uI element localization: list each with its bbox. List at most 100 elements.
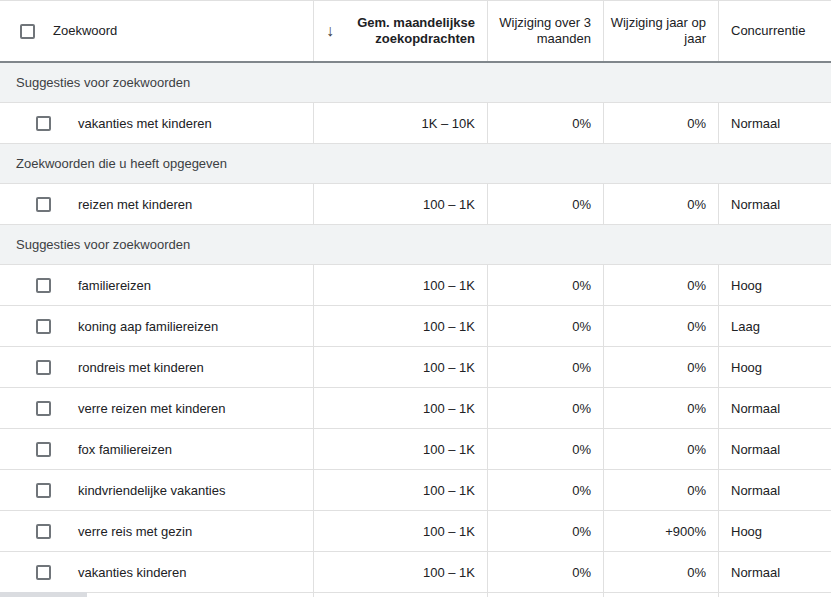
avg-monthly-searches-cell: 1K – 10K: [313, 103, 487, 143]
keyword-text: familiereizen: [78, 278, 151, 293]
keyword-cell: fox familiereizen: [0, 429, 313, 469]
avg-monthly-searches-cell: 100 – 1K: [313, 388, 487, 428]
three-month-change-cell: 0%: [487, 306, 603, 346]
keyword-row: verre reis met gezin 100 – 1K 0% +900% H…: [0, 511, 831, 552]
keyword-row: vakanties met kinderen 1K – 10K 0% 0% No…: [0, 103, 831, 144]
keyword-cell: reizen met kinderen: [0, 184, 313, 224]
keyword-row: verre reizen met kinderen 100 – 1K 0% 0%…: [0, 388, 831, 429]
yoy-change-cell: 0%: [603, 184, 718, 224]
row-checkbox[interactable]: [36, 360, 51, 375]
competition-cell: Hoog: [718, 347, 831, 387]
column-header-yoy-label: Wijziging jaar op jaar: [610, 15, 706, 47]
column-header-keyword[interactable]: Zoekwoord: [0, 1, 313, 61]
three-month-change-cell: 0%: [487, 470, 603, 510]
yoy-change-cell: 0%: [603, 552, 718, 592]
column-header-competition[interactable]: Concurrentie: [718, 1, 831, 61]
row-checkbox[interactable]: [36, 319, 51, 334]
select-all-checkbox[interactable]: [20, 24, 35, 39]
empty-cell: [487, 593, 603, 597]
avg-monthly-searches-cell: 100 – 1K: [313, 552, 487, 592]
three-month-change-cell: 0%: [487, 388, 603, 428]
section-header-row: Suggesties voor zoekwoorden: [0, 225, 831, 265]
keyword-cell: kindvriendelijke vakanties: [0, 470, 313, 510]
row-checkbox[interactable]: [36, 565, 51, 580]
avg-monthly-searches-cell: 100 – 1K: [313, 470, 487, 510]
competition-cell: Laag: [718, 306, 831, 346]
avg-monthly-searches-cell: 100 – 1K: [313, 265, 487, 305]
avg-monthly-searches-cell: 100 – 1K: [313, 347, 487, 387]
competition-cell: Normaal: [718, 470, 831, 510]
empty-cell: [313, 593, 487, 597]
column-header-avg-monthly-searches[interactable]: ↓ Gem. maandelijkse zoekopdrachten: [313, 1, 487, 61]
table-header-row: Zoekwoord ↓ Gem. maandelijkse zoekopdrac…: [0, 1, 831, 63]
three-month-change-cell: 0%: [487, 511, 603, 551]
keyword-row: fox familiereizen 100 – 1K 0% 0% Normaal: [0, 429, 831, 470]
section-label: Suggesties voor zoekwoorden: [16, 75, 190, 90]
yoy-change-cell: 0%: [603, 429, 718, 469]
empty-cell: [603, 593, 718, 597]
keyword-cell: vakanties met kinderen: [0, 103, 313, 143]
keyword-cell: verre reizen met kinderen: [0, 388, 313, 428]
avg-monthly-searches-cell: 100 – 1K: [313, 184, 487, 224]
keyword-text: verre reizen met kinderen: [78, 401, 225, 416]
keyword-text: rondreis met kinderen: [78, 360, 204, 375]
three-month-change-cell: 0%: [487, 103, 603, 143]
column-header-yoy-change[interactable]: Wijziging jaar op jaar: [603, 1, 718, 61]
keyword-text: fox familiereizen: [78, 442, 172, 457]
competition-cell: Normaal: [718, 184, 831, 224]
yoy-change-cell: 0%: [603, 470, 718, 510]
competition-cell: Hoog: [718, 265, 831, 305]
row-checkbox[interactable]: [36, 401, 51, 416]
column-header-three-month-change[interactable]: Wijziging over 3 maanden: [487, 1, 603, 61]
keyword-row: koning aap familiereizen 100 – 1K 0% 0% …: [0, 306, 831, 347]
three-month-change-cell: 0%: [487, 184, 603, 224]
keyword-text: kindvriendelijke vakanties: [78, 483, 225, 498]
keyword-row: familiereizen 100 – 1K 0% 0% Hoog: [0, 265, 831, 306]
keyword-row: reizen met kinderen 100 – 1K 0% 0% Norma…: [0, 184, 831, 225]
three-month-change-cell: 0%: [487, 265, 603, 305]
keyword-text: koning aap familiereizen: [78, 319, 218, 334]
row-checkbox[interactable]: [36, 278, 51, 293]
keyword-cell: koning aap familiereizen: [0, 306, 313, 346]
yoy-change-cell: 0%: [603, 103, 718, 143]
row-checkbox[interactable]: [36, 442, 51, 457]
sort-descending-icon[interactable]: ↓: [326, 23, 334, 39]
partial-next-row: [0, 593, 831, 597]
keyword-cell: rondreis met kinderen: [0, 347, 313, 387]
competition-cell: Normaal: [718, 429, 831, 469]
keyword-row: vakanties kinderen 100 – 1K 0% 0% Normaa…: [0, 552, 831, 593]
three-month-change-cell: 0%: [487, 347, 603, 387]
three-month-change-cell: 0%: [487, 552, 603, 592]
keyword-row: kindvriendelijke vakanties 100 – 1K 0% 0…: [0, 470, 831, 511]
yoy-change-cell: +900%: [603, 511, 718, 551]
section-label: Suggesties voor zoekwoorden: [16, 237, 190, 252]
row-checkbox[interactable]: [36, 197, 51, 212]
keyword-cell: verre reis met gezin: [0, 511, 313, 551]
yoy-change-cell: 0%: [603, 347, 718, 387]
competition-cell: Normaal: [718, 103, 831, 143]
three-month-change-cell: 0%: [487, 429, 603, 469]
section-header-row: Suggesties voor zoekwoorden: [0, 63, 831, 103]
keyword-text: vakanties met kinderen: [78, 116, 212, 131]
row-checkbox[interactable]: [36, 116, 51, 131]
keyword-text: reizen met kinderen: [78, 197, 192, 212]
keyword-cell: vakanties kinderen: [0, 552, 313, 592]
avg-monthly-searches-cell: 100 – 1K: [313, 511, 487, 551]
column-header-three-month-label: Wijziging over 3 maanden: [494, 15, 591, 47]
keyword-text: verre reis met gezin: [78, 524, 192, 539]
column-header-competition-label: Concurrentie: [731, 23, 805, 39]
horizontal-scrollbar-thumb[interactable]: [0, 592, 87, 597]
column-header-keyword-label: Zoekwoord: [53, 23, 117, 39]
section-label: Zoekwoorden die u heeft opgegeven: [16, 156, 227, 171]
competition-cell: Normaal: [718, 388, 831, 428]
competition-cell: Normaal: [718, 552, 831, 592]
avg-monthly-searches-cell: 100 – 1K: [313, 306, 487, 346]
row-checkbox[interactable]: [36, 524, 51, 539]
avg-monthly-searches-cell: 100 – 1K: [313, 429, 487, 469]
keyword-text: vakanties kinderen: [78, 565, 186, 580]
column-header-searches-label: Gem. maandelijkse zoekopdrachten: [340, 15, 475, 47]
yoy-change-cell: 0%: [603, 306, 718, 346]
yoy-change-cell: 0%: [603, 388, 718, 428]
keyword-planner-results-table: Zoekwoord ↓ Gem. maandelijkse zoekopdrac…: [0, 0, 831, 597]
row-checkbox[interactable]: [36, 483, 51, 498]
